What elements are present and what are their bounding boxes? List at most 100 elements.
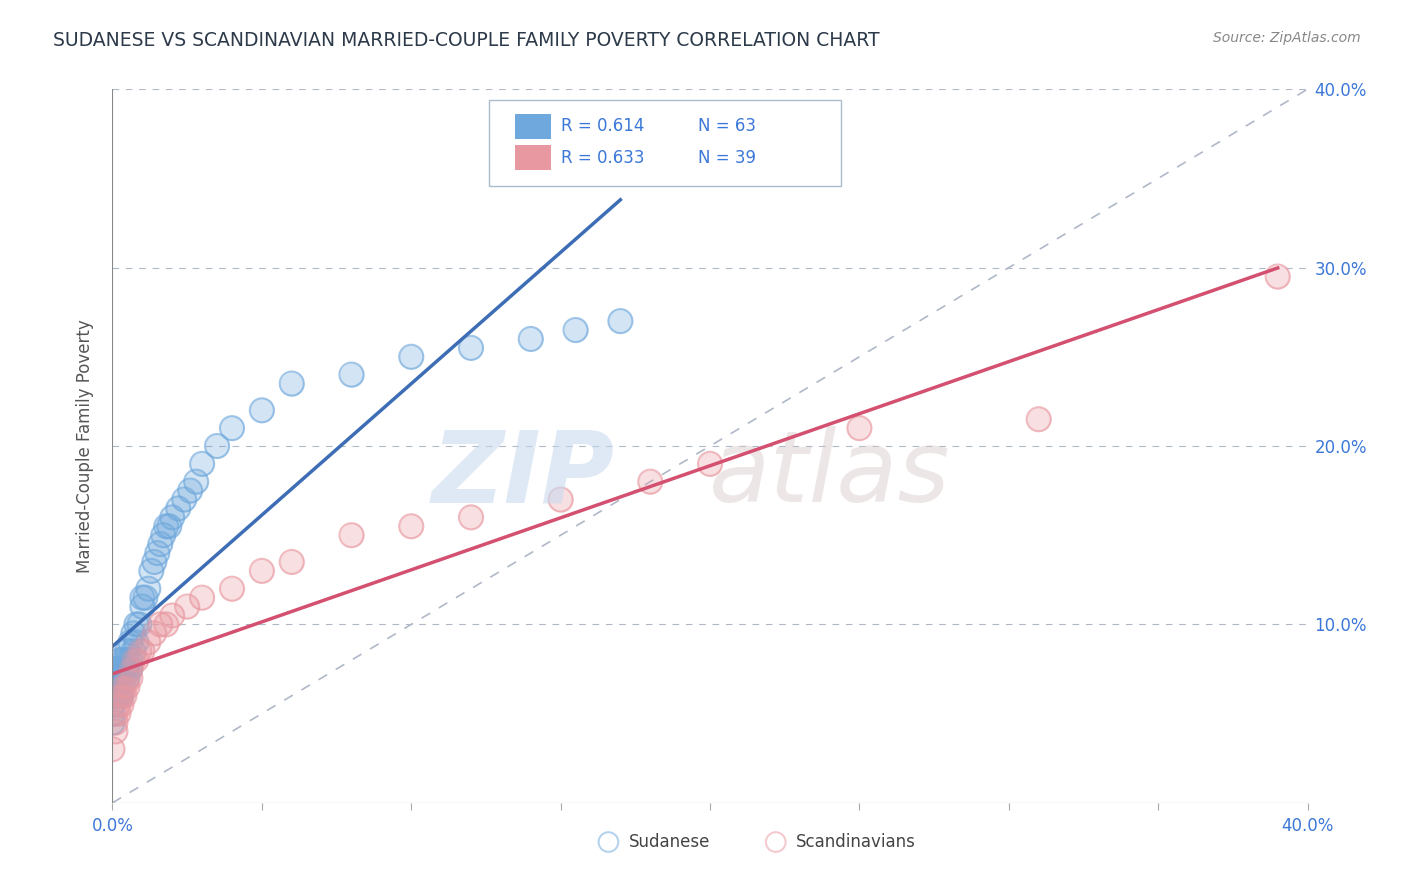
Text: R = 0.614: R = 0.614 — [561, 118, 644, 136]
Point — [125, 653, 148, 667]
Point — [179, 483, 201, 498]
Point — [120, 653, 142, 667]
Point — [143, 555, 166, 569]
Point — [152, 528, 174, 542]
Point — [221, 421, 243, 435]
Point — [117, 671, 139, 685]
Point — [110, 689, 132, 703]
Point — [1267, 269, 1289, 284]
Point — [250, 564, 273, 578]
Point — [128, 644, 150, 658]
Point — [550, 492, 572, 507]
Point — [107, 689, 129, 703]
Point — [114, 689, 135, 703]
Point — [138, 582, 160, 596]
Point — [520, 332, 543, 346]
Point — [1028, 412, 1050, 426]
Point — [143, 555, 166, 569]
Point — [167, 501, 190, 516]
Point — [250, 403, 273, 417]
Point — [131, 644, 153, 658]
Point — [104, 662, 127, 676]
Point — [104, 680, 127, 694]
Point — [101, 715, 124, 730]
Point — [609, 314, 631, 328]
Point — [550, 492, 572, 507]
Text: N = 39: N = 39 — [699, 150, 756, 168]
Point — [125, 653, 148, 667]
Point — [107, 689, 129, 703]
Point — [1267, 269, 1289, 284]
Point — [125, 617, 148, 632]
Point — [104, 724, 127, 739]
Point — [114, 653, 135, 667]
Point — [155, 617, 177, 632]
Point — [110, 662, 132, 676]
Point — [104, 671, 127, 685]
Point — [101, 742, 124, 756]
Point — [110, 680, 132, 694]
Point — [191, 591, 214, 605]
Point — [107, 706, 129, 721]
Point — [122, 644, 145, 658]
Text: SUDANESE VS SCANDINAVIAN MARRIED-COUPLE FAMILY POVERTY CORRELATION CHART: SUDANESE VS SCANDINAVIAN MARRIED-COUPLE … — [53, 31, 880, 50]
Point — [162, 608, 183, 623]
Point — [107, 671, 129, 685]
Point — [149, 617, 172, 632]
Point — [146, 546, 169, 560]
Point — [107, 662, 129, 676]
Point — [104, 715, 127, 730]
Point — [104, 724, 127, 739]
Point — [114, 680, 135, 694]
Point — [162, 510, 183, 524]
Point — [128, 644, 150, 658]
Point — [564, 323, 586, 337]
Point — [131, 591, 153, 605]
Point — [131, 599, 153, 614]
Point — [110, 680, 132, 694]
Point — [141, 564, 163, 578]
Point — [221, 582, 243, 596]
Point — [149, 537, 172, 551]
Point — [104, 715, 127, 730]
Point — [149, 617, 172, 632]
Point — [176, 599, 198, 614]
Point — [122, 626, 145, 640]
Point — [155, 617, 177, 632]
Point — [114, 662, 135, 676]
Point — [122, 653, 145, 667]
Point — [117, 671, 139, 685]
Point — [122, 644, 145, 658]
Point — [120, 662, 142, 676]
Point — [114, 671, 135, 685]
Point — [107, 653, 129, 667]
Point — [104, 689, 127, 703]
Point — [117, 653, 139, 667]
Point — [117, 680, 139, 694]
Point — [191, 591, 214, 605]
Point — [110, 698, 132, 712]
Point — [205, 439, 228, 453]
Point — [114, 662, 135, 676]
Point — [131, 591, 153, 605]
Point — [117, 680, 139, 694]
Point — [134, 591, 156, 605]
Point — [152, 528, 174, 542]
Point — [104, 689, 127, 703]
Point — [117, 644, 139, 658]
Point — [125, 617, 148, 632]
Point — [281, 555, 304, 569]
Point — [104, 680, 127, 694]
Point — [340, 368, 363, 382]
Point — [340, 528, 363, 542]
Point — [340, 368, 363, 382]
Point — [609, 314, 631, 328]
Point — [120, 671, 142, 685]
Text: Sudanese: Sudanese — [628, 833, 710, 851]
Point — [104, 662, 127, 676]
Point — [104, 706, 127, 721]
Point — [281, 376, 304, 391]
Point — [110, 698, 132, 712]
Point — [138, 635, 160, 649]
Point — [110, 689, 132, 703]
